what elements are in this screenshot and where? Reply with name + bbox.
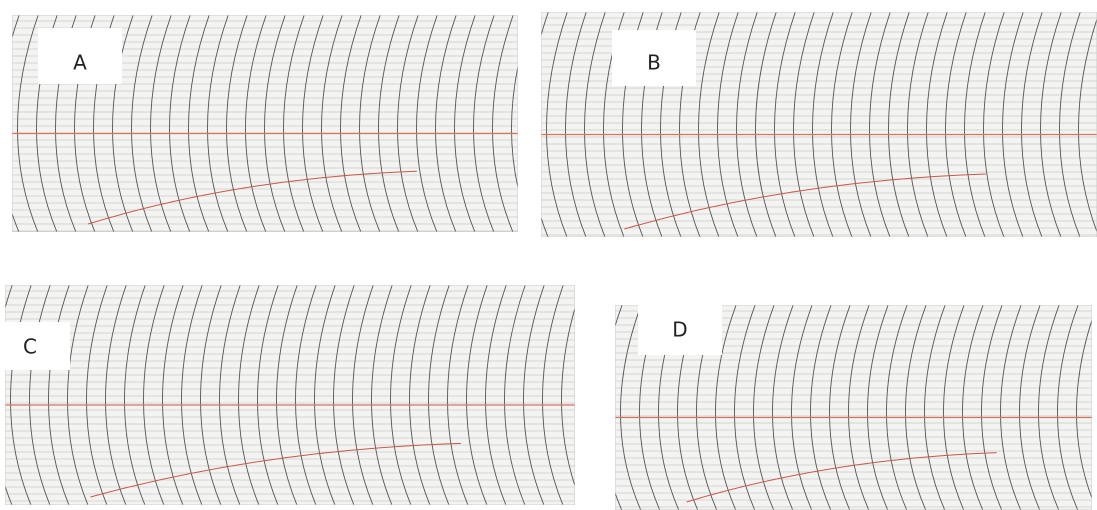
panel-label: B	[647, 51, 661, 75]
chart-papers	[0, 7, 1097, 510]
paper-arc	[581, 280, 604, 510]
panel-label: A	[73, 51, 87, 75]
paper-arc	[0, 10, 2, 237]
paper	[5, 285, 575, 505]
panel-label-d: D	[638, 305, 722, 355]
chart-paper	[509, 7, 1097, 242]
panel-label-b: B	[612, 30, 696, 86]
panel-label-c: C	[5, 322, 70, 370]
figure: A B C D	[0, 0, 1097, 510]
panel-label-a: A	[38, 28, 122, 84]
panel-label: C	[23, 335, 37, 359]
chart-paper	[0, 280, 603, 510]
label-box	[5, 322, 70, 370]
panel-label: D	[672, 318, 687, 342]
paper-arc	[583, 300, 606, 510]
